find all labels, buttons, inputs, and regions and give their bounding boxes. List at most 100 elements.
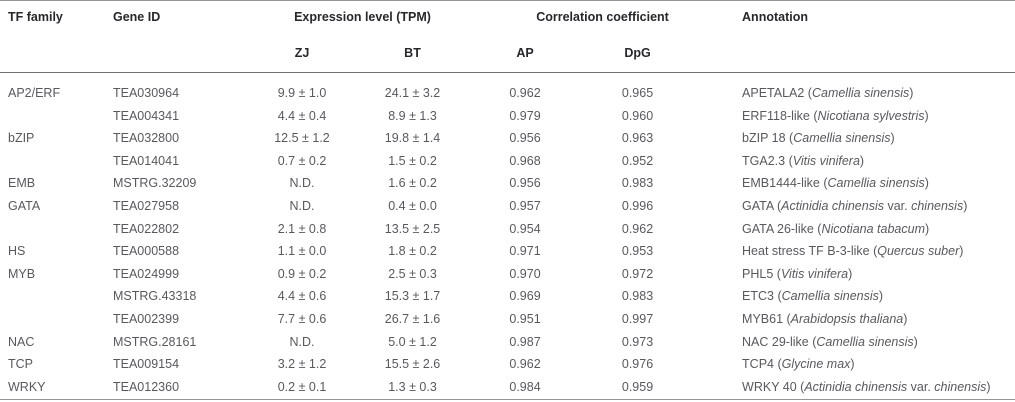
species-name: Actinidia chinensis	[781, 198, 884, 213]
cell-gene-id: MSTRG.32209	[113, 176, 197, 191]
column-gap	[473, 150, 490, 173]
cell-gene-id: TEA032800	[113, 131, 180, 146]
cell-zj: N.D.	[289, 176, 315, 191]
table-row: GATA TEA027958 N.D. 0.4 ± 0.0 0.957 0.996 GATA…	[0, 195, 1015, 218]
cell-gene-id: TEA030964	[107, 71, 252, 105]
annotation-text: )	[924, 221, 930, 236]
table-row: TCP TEA009154 3.2 ± 1.2 15.5 ± 2.6 0.962 0.97…	[0, 353, 1015, 376]
table-row: TEA022802 2.1 ± 0.8 13.5 ± 2.5 0.954 0.962 GA…	[0, 218, 1015, 241]
column-gap	[715, 218, 742, 241]
cell-ap: 0.971	[509, 244, 541, 259]
col-header-zj: ZJ	[294, 46, 310, 60]
column-gap	[715, 240, 742, 263]
column-gap	[473, 195, 490, 218]
cell-dpg: 0.976	[621, 357, 654, 372]
table-row: bZIP TEA032800 12.5 ± 1.2 19.8 ± 1.4 0.956 0.…	[0, 127, 1015, 150]
cell-gene-id: TEA014041	[113, 153, 180, 168]
table-row: MSTRG.43318 4.4 ± 0.6 15.3 ± 1.7 0.969 0.983…	[0, 286, 1015, 309]
cell-annotation: bZIP 18 (Camellia sinensis)	[742, 127, 1015, 150]
cell-bt: 1.8 ± 0.2	[388, 244, 437, 259]
species-name: Camellia sinensis	[816, 334, 914, 349]
col-header-bt: BT	[404, 46, 421, 60]
table-row: TEA004341 4.4 ± 0.4 8.9 ± 1.3 0.979 0.960 ERF…	[0, 105, 1015, 128]
col-header-gene-id: Gene ID	[113, 10, 161, 24]
table-row: TEA014041 0.7 ± 0.2 1.5 ± 0.2 0.968 0.952 TGA…	[0, 150, 1015, 173]
column-gap	[473, 173, 490, 196]
species-name: Camellia sinensis	[827, 176, 925, 191]
cell-annotation: ETC3 (Camellia sinensis)	[742, 286, 1015, 309]
annotation-text: )	[903, 311, 908, 326]
cell-bt: 0.4 ± 0.0	[388, 198, 437, 213]
cell-tf-family: bZIP	[8, 131, 35, 146]
annotation-text: GATA 26-like (	[742, 221, 822, 236]
annotation-text: )	[924, 176, 929, 191]
column-gap	[473, 263, 490, 286]
annotation-text: EMB1444-like (	[742, 176, 828, 191]
cell-bt: 5.0 ± 1.2	[388, 334, 437, 349]
column-gap	[715, 353, 742, 376]
column-gap	[473, 127, 490, 150]
table-row: WRKY TEA012360 0.2 ± 0.1 1.3 ± 0.3 0.984 0.95…	[0, 376, 1015, 399]
cell-zj: N.D.	[289, 198, 315, 213]
cell-zj: 12.5 ± 1.2	[274, 131, 330, 146]
cell-tf-family: MYB	[8, 266, 36, 281]
column-gap	[473, 240, 490, 263]
cell-gene-id: MSTRG.28161	[113, 334, 197, 349]
column-gap	[473, 331, 490, 354]
cell-zj: 0.9 ± 0.2	[277, 266, 327, 281]
cell-annotation: TCP4 (Glycine max)	[742, 353, 1015, 376]
annotation-text: Heat stress TF B-3-like (	[742, 244, 878, 259]
header-row-subcolumns: ZJ BT AP DpG	[0, 37, 1015, 73]
cell-gene-id: MSTRG.43318	[113, 289, 197, 304]
annotation-text: GATA (	[742, 198, 782, 213]
column-gap	[473, 105, 490, 128]
cell-tf-family: GATA	[8, 198, 41, 213]
column-gap	[715, 105, 742, 128]
cell-gene-id: TEA000588	[113, 244, 180, 259]
column-gap	[715, 376, 742, 399]
cell-annotation: GATA 26-like (Nicotiana tabacum)	[742, 218, 1015, 241]
annotation-text: )	[913, 334, 918, 349]
cell-bt: 15.3 ± 1.7	[384, 289, 441, 304]
column-gap	[715, 127, 742, 150]
cell-dpg: 0.973	[621, 334, 654, 349]
annotation-text: )	[859, 153, 865, 168]
cell-gene-id: TEA024999	[113, 266, 180, 281]
cell-tf-family: EMB	[8, 176, 36, 191]
cell-zj: 9.9 ± 1.0	[252, 71, 352, 105]
cell-zj: 2.1 ± 0.8	[277, 221, 327, 236]
annotation-text: MYB61 (	[742, 311, 791, 326]
annotation-text: TCP4 (	[742, 357, 782, 372]
table-row: NAC MSTRG.28161 N.D. 5.0 ± 1.2 0.987 0.973 NAC…	[0, 331, 1015, 354]
cell-gene-id: TEA012360	[113, 379, 180, 394]
cell-tf-family	[0, 286, 107, 309]
cell-ap: 0.969	[509, 289, 541, 304]
cell-annotation: TGA2.3 (Vitis vinifera)	[742, 150, 1015, 173]
species-name: Vitis vinifera	[780, 266, 849, 281]
table-row: EMB MSTRG.32209 N.D. 1.6 ± 0.2 0.956 0.983 EMB…	[0, 173, 1015, 196]
cell-dpg: 0.972	[621, 266, 654, 281]
cell-tf-family: HS	[8, 244, 26, 259]
cell-dpg: 0.959	[621, 379, 654, 394]
annotation-text: )	[924, 108, 929, 123]
cell-ap: 0.970	[509, 266, 541, 281]
cell-zj: 4.4 ± 0.4	[277, 108, 327, 123]
cell-dpg: 0.952	[621, 153, 654, 168]
column-gap	[715, 308, 742, 331]
annotation-text: bZIP 18 (	[742, 131, 794, 146]
cell-zj: 0.7 ± 0.2	[277, 153, 327, 168]
species-name: Quercus suber	[877, 244, 960, 259]
annotation-text: )	[848, 266, 853, 281]
species-name: Glycine max	[781, 357, 851, 372]
cell-bt: 1.5 ± 0.2	[388, 153, 437, 168]
cell-bt: 19.8 ± 1.4	[384, 131, 441, 146]
cell-dpg: 0.962	[621, 221, 654, 236]
table-row: TEA002399 7.7 ± 0.6 26.7 ± 1.6 0.951 0.997 MY…	[0, 308, 1015, 331]
cell-tf-family: WRKY	[8, 379, 46, 394]
cell-tf-family	[0, 308, 107, 331]
cell-ap: 0.962	[509, 357, 541, 372]
annotation-text: )	[963, 198, 968, 213]
annotation-text: )	[850, 357, 855, 372]
cell-ap: 0.951	[509, 311, 541, 326]
